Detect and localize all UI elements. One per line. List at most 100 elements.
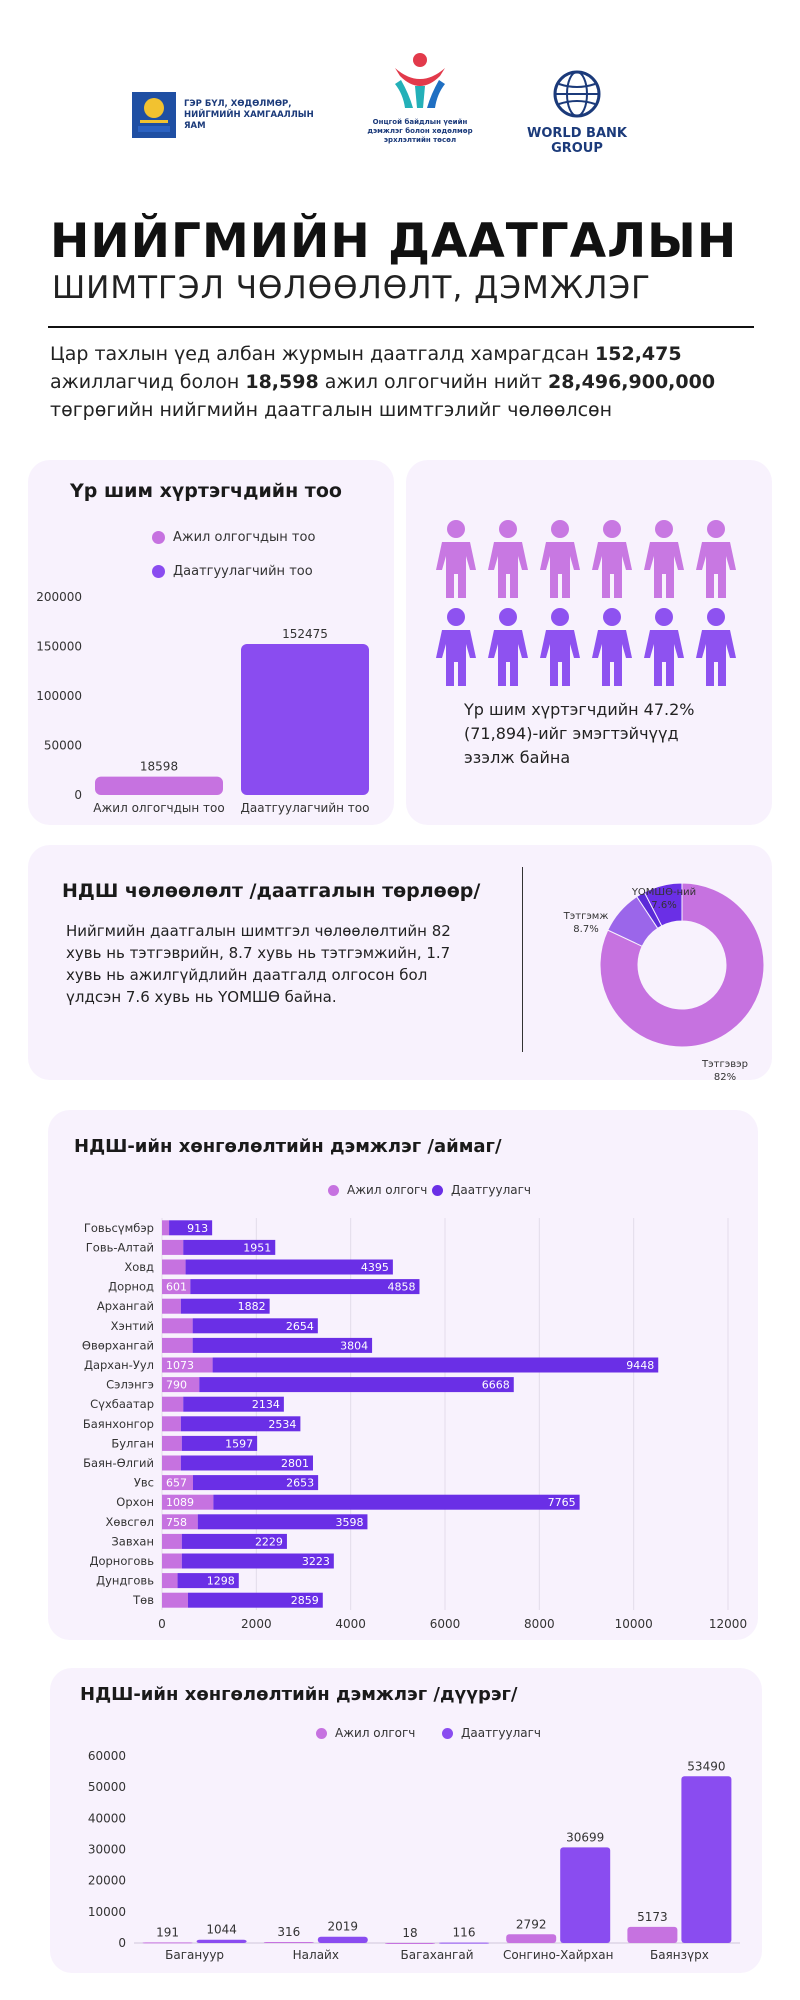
x-tick-label: Сонгино-Хайрхан xyxy=(503,1948,613,1962)
y-tick-label: 150000 xyxy=(36,640,82,654)
bar-insured xyxy=(190,1279,420,1295)
district-legend-insured: Даатгуулагч xyxy=(442,1726,541,1740)
x-tick-label: 6000 xyxy=(430,1617,461,1631)
bar-insured xyxy=(213,1494,580,1510)
exemption-title: НДШ чөлөөлөлт /даатгалын төрлөөр/ xyxy=(62,880,481,902)
y-tick-label: Архангай xyxy=(97,1299,154,1313)
exemption-donut-chart: Тэтгэвэр 82% Тэтгэмж 8.7% ҮОМШӨ-ний 7.6% xyxy=(563,882,765,1080)
donut-slice xyxy=(643,882,683,927)
y-tick-label: Дорнод xyxy=(108,1280,154,1294)
district-support-card: НДШ-ийн хөнгөлөлтийн дэмжлэг /дүүрэг/ Аж… xyxy=(50,1668,762,1973)
data-label-employer: 1089 xyxy=(166,1496,194,1509)
bar-insured xyxy=(169,1220,213,1236)
data-label-employer: 191 xyxy=(156,1925,179,1939)
aimag-legend-insured: Даатгуулагч xyxy=(432,1183,531,1197)
project-line-3: эрхлэлтийн төсөл xyxy=(383,136,457,144)
person-icon xyxy=(540,608,580,686)
logo-bar: ГЭР БҮЛ, ХӨДӨЛМӨР, НИЙГМИЙН ХАМГААЛЛЫН Я… xyxy=(0,50,800,160)
legend-item-insured: Даатгуулагчийн тоо xyxy=(152,564,313,579)
x-tick-label: Даатгуулагчийн тоо xyxy=(241,801,370,815)
data-label-insured: 3223 xyxy=(302,1555,330,1568)
y-tick-label: Говьсүмбэр xyxy=(84,1221,154,1235)
bar-employer xyxy=(162,1416,181,1432)
data-label-insured: 1597 xyxy=(225,1437,253,1450)
legend-label-insured: Даатгуулагчийн тоо xyxy=(173,564,313,579)
district-legend-employer: Ажил олгогч xyxy=(316,1726,415,1740)
data-label: 152475 xyxy=(282,627,328,641)
data-label-insured: 2534 xyxy=(268,1418,296,1431)
y-tick-label: 50000 xyxy=(88,1780,126,1794)
x-tick-label: Налайх xyxy=(293,1948,339,1962)
bar-employer xyxy=(162,1279,191,1295)
legend-label-employers: Ажил олгогчдын тоо xyxy=(173,530,316,545)
bar-employer xyxy=(162,1377,200,1393)
data-label-insured: 2859 xyxy=(291,1594,319,1607)
bar-employer xyxy=(162,1533,182,1549)
bar-insured xyxy=(196,1939,247,1943)
intro-text-2: ажиллагчид болон xyxy=(50,371,246,393)
bar-employer xyxy=(162,1337,193,1353)
data-label-employer: 5173 xyxy=(637,1910,668,1924)
people-pictogram xyxy=(436,520,736,686)
x-tick-label: Багахангай xyxy=(400,1948,473,1962)
bar-employer xyxy=(627,1926,678,1943)
bar-insured xyxy=(181,1435,258,1451)
bar-insured xyxy=(241,644,369,795)
data-label-employer: 2792 xyxy=(516,1917,547,1931)
bar-employer xyxy=(162,1357,213,1373)
data-label-insured: 913 xyxy=(187,1222,208,1235)
district-legend-swatch-dark xyxy=(442,1727,453,1739)
y-tick-label: Өвөрхангай xyxy=(82,1338,154,1352)
world-bank-name: WORLD BANK GROUP xyxy=(527,126,627,156)
aimag-bar-chart: 0 2000 4000 6000 8000 10000 12000 Говьсүмбэр 913… xyxy=(82,1218,747,1631)
y-tick-label: Дорноговь xyxy=(89,1554,154,1568)
person-icon xyxy=(488,608,528,686)
bar-employer xyxy=(162,1494,214,1510)
bar-insured xyxy=(192,1475,319,1491)
women-share-card: Үр шим хүртэгчдийн 47.2% (71,894)-ийг эм… xyxy=(406,460,772,825)
bar-employer xyxy=(162,1396,184,1412)
y-tick-label: Завхан xyxy=(111,1534,154,1548)
y-tick-label: Увс xyxy=(134,1476,154,1490)
donut-slice xyxy=(599,882,765,1048)
legend-swatch-dark xyxy=(152,565,165,578)
person-icon xyxy=(488,520,528,598)
person-icon xyxy=(696,608,736,686)
y-tick-label: Сэлэнгэ xyxy=(106,1378,154,1392)
y-tick-label: 20000 xyxy=(88,1874,126,1888)
bar-employers xyxy=(95,776,223,795)
x-tick-label: 0 xyxy=(158,1617,166,1631)
slice-value-benefit: 8.7% xyxy=(573,924,598,935)
person-icon xyxy=(436,520,476,598)
data-label-insured: 53490 xyxy=(687,1759,725,1773)
legend-swatch-light xyxy=(152,531,165,544)
beneficiaries-bar-chart: 200000 150000 100000 50000 0 18598 Ажил олгогч… xyxy=(36,590,370,815)
bar-insured xyxy=(177,1573,239,1589)
data-label-employer: 657 xyxy=(166,1477,187,1490)
legend-item-employers: Ажил олгогчдын тоо xyxy=(152,530,315,545)
y-tick-label: Хэнтий xyxy=(111,1319,154,1333)
beneficiaries-title: Үр шим хүртэгчдийн тоо xyxy=(70,480,342,502)
x-tick-label: 4000 xyxy=(335,1617,366,1631)
y-tick-label: 50000 xyxy=(44,739,82,753)
person-icon xyxy=(696,520,736,598)
intro-insured-count: 152,475 xyxy=(595,343,682,365)
bar-employer xyxy=(162,1514,198,1530)
person-icon xyxy=(644,608,684,686)
ministry-name: ГЭР БҮЛ, ХӨДӨЛМӨР, НИЙГМИЙН ХАМГААЛЛЫН Я… xyxy=(184,99,334,132)
bar-insured xyxy=(212,1357,659,1373)
x-tick-label: Багануур xyxy=(165,1948,224,1962)
data-label-insured: 7765 xyxy=(548,1496,576,1509)
person-icon xyxy=(644,520,684,598)
bar-employer xyxy=(142,1942,193,1944)
y-tick-label: 10000 xyxy=(88,1905,126,1919)
district-legend-swatch-light xyxy=(316,1727,327,1739)
aimag-support-card: НДШ-ийн хөнгөлөлтийн дэмжлэг /аймаг/ Ажи… xyxy=(48,1110,758,1640)
bar-insured xyxy=(180,1416,301,1432)
data-label-insured: 2229 xyxy=(255,1535,283,1548)
mongolia-emblem-icon xyxy=(132,92,176,138)
intro-text-4: төгрөгийн нийгмийн даатгалын шимтгэлийг … xyxy=(50,399,613,421)
bar-employer xyxy=(162,1553,182,1569)
bar-insured xyxy=(560,1847,611,1943)
data-label: 18598 xyxy=(140,760,178,774)
